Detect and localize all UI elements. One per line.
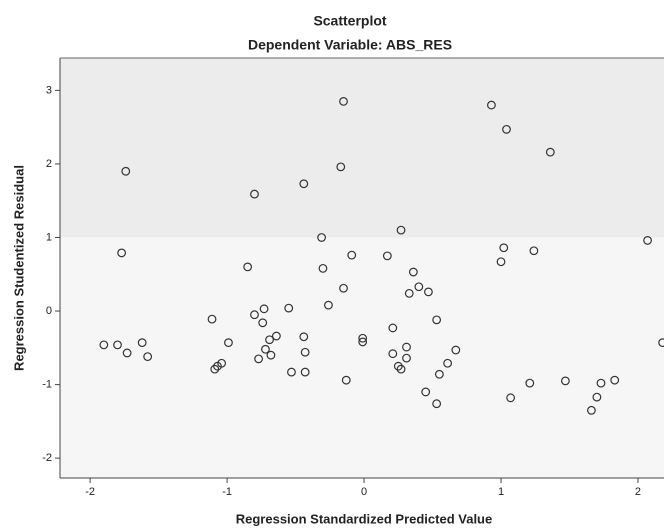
point — [284, 303, 294, 313]
point — [299, 332, 309, 342]
point — [258, 318, 268, 328]
point — [402, 353, 411, 363]
y-tick-label: 0 — [46, 305, 52, 317]
point — [610, 375, 620, 385]
x-tick-label: -2 — [85, 486, 95, 498]
point — [265, 335, 274, 345]
point — [336, 162, 346, 172]
y-tick-label: 1 — [46, 231, 52, 243]
point — [414, 282, 424, 292]
point — [560, 376, 570, 386]
point — [99, 340, 109, 350]
y-tick-label: 3 — [46, 84, 52, 96]
y-tick-label: -2 — [42, 452, 52, 464]
point — [250, 310, 259, 320]
point — [434, 369, 444, 379]
point — [545, 147, 555, 157]
y-axis-label: Regression Studentized Residual — [11, 165, 26, 371]
point — [382, 251, 392, 261]
x-tick-label: 2 — [635, 486, 641, 498]
point — [393, 361, 403, 371]
point — [261, 344, 270, 354]
point — [388, 349, 398, 359]
point — [388, 323, 398, 333]
point — [122, 348, 132, 358]
plot-band — [60, 58, 664, 238]
point — [424, 287, 433, 297]
point — [404, 288, 414, 298]
point — [266, 350, 276, 360]
y-tick-label: -1 — [42, 378, 52, 390]
point — [402, 342, 411, 352]
x-tick-label: -1 — [222, 486, 232, 498]
point — [408, 267, 418, 277]
point — [117, 248, 127, 258]
point — [259, 304, 269, 314]
point — [592, 392, 602, 402]
point — [287, 367, 296, 377]
point — [339, 283, 348, 293]
point — [396, 364, 406, 374]
point — [396, 225, 406, 235]
point — [113, 340, 122, 350]
point — [250, 189, 259, 199]
point — [502, 124, 511, 134]
point — [137, 338, 147, 348]
y-tick-label: 2 — [46, 158, 52, 170]
point — [443, 358, 453, 368]
point — [658, 338, 664, 348]
point — [341, 375, 351, 385]
chart-subtitle: Dependent Variable: ABS_RES — [248, 37, 452, 53]
point — [358, 337, 368, 347]
point — [451, 345, 461, 355]
point — [358, 333, 368, 343]
point — [347, 250, 357, 260]
point — [121, 166, 131, 176]
point — [254, 354, 263, 364]
point — [496, 257, 506, 267]
point — [210, 364, 220, 374]
point — [525, 378, 535, 388]
point — [596, 378, 606, 388]
point — [421, 387, 431, 397]
point — [487, 100, 496, 110]
point — [271, 331, 281, 341]
x-tick-label: 1 — [498, 486, 504, 498]
point — [207, 314, 217, 324]
point — [213, 361, 222, 371]
point — [506, 393, 516, 403]
point — [324, 300, 333, 310]
x-tick-label: 0 — [361, 486, 367, 498]
chart-title: Scatterplot — [313, 13, 386, 29]
point — [243, 262, 253, 272]
x-axis-label: Regression Standardized Predicted Value — [236, 511, 492, 526]
point — [299, 179, 309, 189]
point — [432, 315, 442, 325]
point — [317, 233, 326, 242]
point — [300, 367, 310, 377]
point — [499, 243, 509, 253]
point — [529, 246, 539, 256]
point — [432, 399, 442, 409]
point — [143, 352, 153, 362]
point — [587, 405, 596, 415]
point — [300, 347, 310, 357]
point — [318, 263, 328, 273]
point — [339, 96, 348, 106]
point — [224, 338, 233, 348]
point — [643, 236, 652, 245]
